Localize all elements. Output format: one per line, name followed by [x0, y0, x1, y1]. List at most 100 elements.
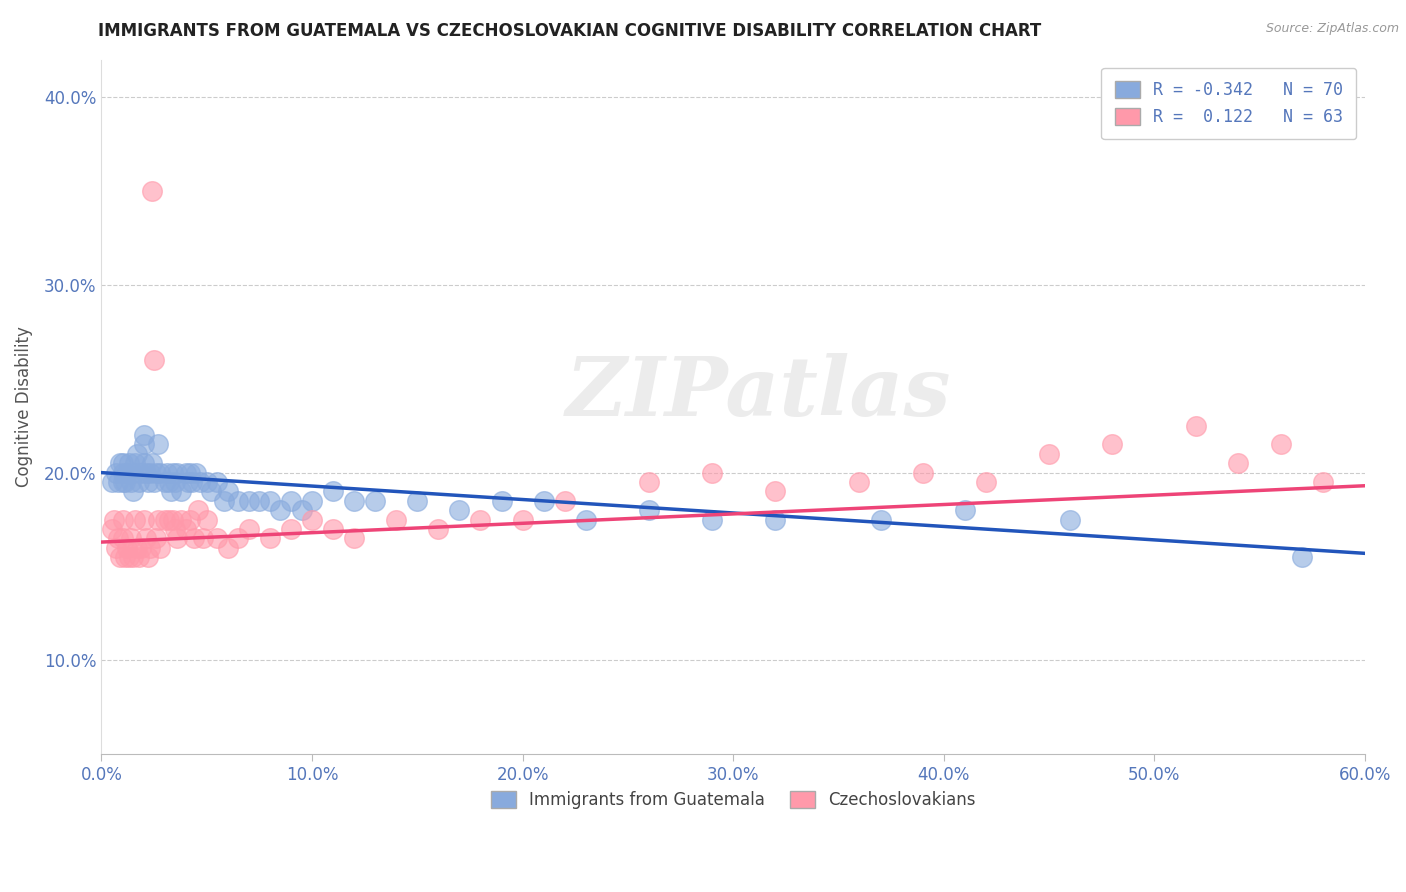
- Point: [470, 512, 492, 526]
- Point: [103, 512, 125, 526]
- Point: [107, 531, 129, 545]
- Point: [122, 550, 145, 565]
- Point: [132, 428, 155, 442]
- Point: [911, 466, 934, 480]
- Point: [115, 466, 138, 480]
- Point: [195, 475, 218, 489]
- Legend: Immigrants from Guatemala, Czechoslovakians: Immigrants from Guatemala, Czechoslovaki…: [484, 784, 983, 815]
- Point: [343, 531, 366, 545]
- Point: [148, 512, 170, 526]
- Point: [290, 503, 312, 517]
- Point: [141, 456, 163, 470]
- Point: [195, 512, 218, 526]
- Point: [111, 475, 134, 489]
- Point: [118, 550, 141, 565]
- Point: [179, 512, 201, 526]
- Point: [974, 475, 997, 489]
- Point: [200, 484, 222, 499]
- Point: [128, 475, 150, 489]
- Point: [322, 522, 344, 536]
- Point: [153, 475, 176, 489]
- Point: [166, 531, 188, 545]
- Point: [638, 503, 661, 517]
- Point: [157, 512, 180, 526]
- Point: [191, 531, 214, 545]
- Point: [259, 531, 281, 545]
- Point: [105, 466, 128, 480]
- Point: [301, 493, 323, 508]
- Point: [128, 550, 150, 565]
- Point: [186, 466, 208, 480]
- Point: [110, 456, 132, 470]
- Point: [238, 522, 260, 536]
- Point: [149, 466, 172, 480]
- Point: [177, 475, 200, 489]
- Point: [132, 512, 155, 526]
- Point: [143, 353, 166, 368]
- Point: [1270, 437, 1292, 451]
- Point: [181, 475, 204, 489]
- Point: [763, 484, 786, 499]
- Point: [174, 522, 197, 536]
- Point: [1312, 475, 1334, 489]
- Point: [132, 456, 155, 470]
- Point: [280, 493, 302, 508]
- Point: [127, 447, 149, 461]
- Point: [111, 531, 134, 545]
- Point: [111, 512, 134, 526]
- Point: [165, 522, 187, 536]
- Point: [406, 493, 429, 508]
- Point: [166, 466, 188, 480]
- Point: [136, 550, 159, 565]
- Point: [139, 466, 162, 480]
- Point: [1227, 456, 1250, 470]
- Point: [301, 512, 323, 526]
- Point: [107, 475, 129, 489]
- Point: [149, 541, 172, 555]
- Point: [122, 466, 145, 480]
- Point: [638, 475, 661, 489]
- Text: IMMIGRANTS FROM GUATEMALA VS CZECHOSLOVAKIAN COGNITIVE DISABILITY CORRELATION CH: IMMIGRANTS FROM GUATEMALA VS CZECHOSLOVA…: [98, 22, 1042, 40]
- Point: [122, 484, 145, 499]
- Point: [259, 493, 281, 508]
- Point: [207, 531, 229, 545]
- Point: [322, 484, 344, 499]
- Point: [269, 503, 291, 517]
- Point: [114, 550, 136, 565]
- Text: ZIPatlas: ZIPatlas: [565, 353, 952, 433]
- Point: [1038, 447, 1060, 461]
- Point: [132, 437, 155, 451]
- Point: [131, 541, 153, 555]
- Point: [953, 503, 976, 517]
- Point: [1291, 550, 1313, 565]
- Point: [135, 531, 157, 545]
- Point: [238, 493, 260, 508]
- Point: [170, 512, 193, 526]
- Point: [120, 531, 142, 545]
- Point: [512, 512, 534, 526]
- Point: [364, 493, 387, 508]
- Text: Source: ZipAtlas.com: Source: ZipAtlas.com: [1265, 22, 1399, 36]
- Point: [763, 512, 786, 526]
- Point: [124, 456, 146, 470]
- Point: [700, 466, 723, 480]
- Point: [141, 184, 163, 198]
- Point: [135, 466, 157, 480]
- Point: [114, 475, 136, 489]
- Point: [212, 493, 235, 508]
- Point: [162, 466, 184, 480]
- Point: [217, 541, 239, 555]
- Point: [575, 512, 598, 526]
- Point: [1101, 437, 1123, 451]
- Point: [174, 466, 197, 480]
- Point: [162, 512, 184, 526]
- Point: [124, 512, 146, 526]
- Point: [145, 466, 167, 480]
- Point: [165, 475, 187, 489]
- Point: [139, 541, 162, 555]
- Point: [491, 493, 513, 508]
- Point: [127, 541, 149, 555]
- Point: [207, 475, 229, 489]
- Point: [160, 484, 183, 499]
- Point: [111, 456, 134, 470]
